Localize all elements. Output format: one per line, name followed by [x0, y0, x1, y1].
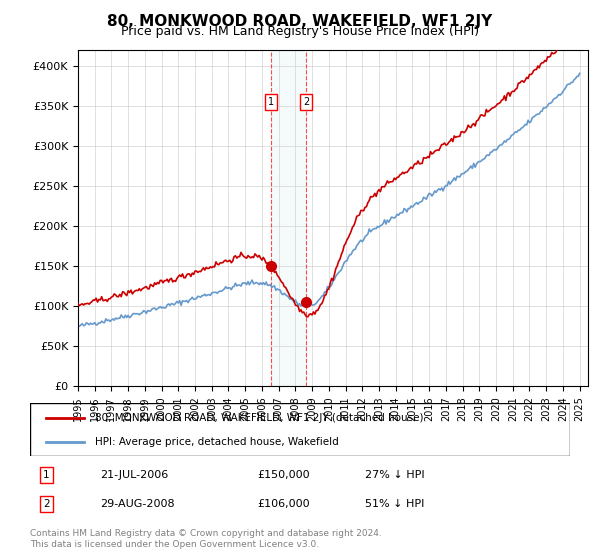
- Text: 80, MONKWOOD ROAD, WAKEFIELD, WF1 2JY: 80, MONKWOOD ROAD, WAKEFIELD, WF1 2JY: [107, 14, 493, 29]
- Text: 1: 1: [43, 470, 50, 480]
- Bar: [271, 50, 307, 386]
- Text: £106,000: £106,000: [257, 500, 310, 509]
- Text: 27% ↓ HPI: 27% ↓ HPI: [365, 470, 424, 480]
- Text: 2: 2: [303, 97, 310, 108]
- Text: Price paid vs. HM Land Registry's House Price Index (HPI): Price paid vs. HM Land Registry's House …: [121, 25, 479, 38]
- Text: 2: 2: [43, 500, 50, 509]
- Text: 1: 1: [268, 97, 274, 108]
- Text: Contains HM Land Registry data © Crown copyright and database right 2024.
This d: Contains HM Land Registry data © Crown c…: [30, 529, 382, 549]
- Text: 51% ↓ HPI: 51% ↓ HPI: [365, 500, 424, 509]
- Text: £150,000: £150,000: [257, 470, 310, 480]
- Text: 21-JUL-2006: 21-JUL-2006: [100, 470, 169, 480]
- Text: HPI: Average price, detached house, Wakefield: HPI: Average price, detached house, Wake…: [95, 436, 338, 446]
- Text: 29-AUG-2008: 29-AUG-2008: [100, 500, 175, 509]
- Text: 80, MONKWOOD ROAD, WAKEFIELD, WF1 2JY (detached house): 80, MONKWOOD ROAD, WAKEFIELD, WF1 2JY (d…: [95, 413, 424, 423]
